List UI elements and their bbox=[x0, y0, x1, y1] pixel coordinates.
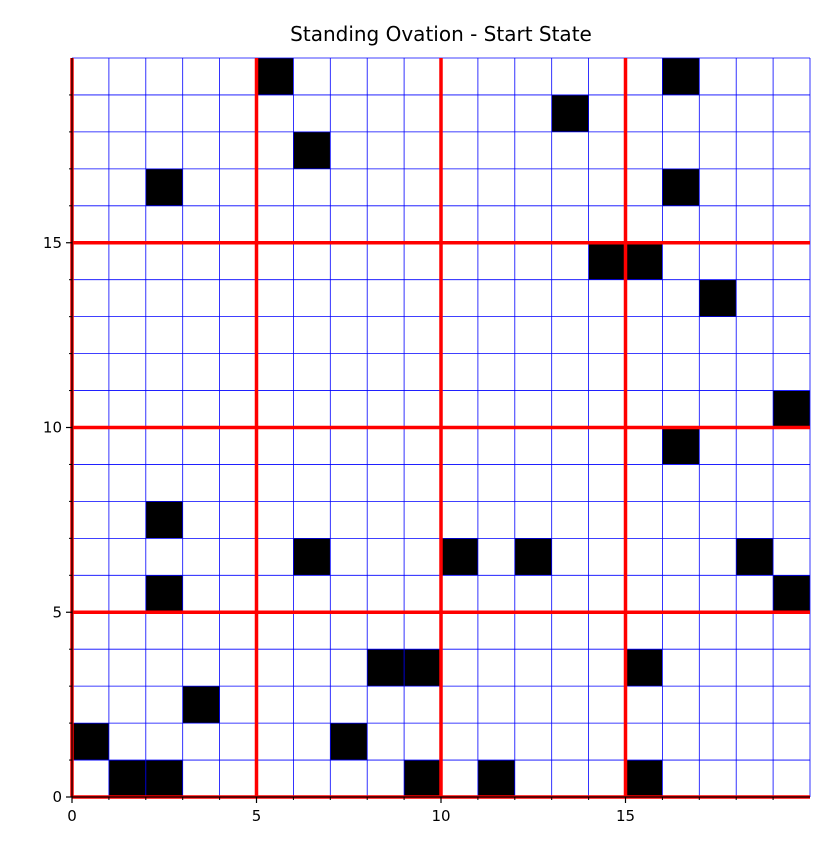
standing-cell-19-10 bbox=[773, 390, 810, 428]
x-tick-label-15: 15 bbox=[616, 807, 635, 825]
standing-cell-10-6 bbox=[441, 538, 478, 576]
standing-cell-15-3 bbox=[625, 649, 663, 687]
standing-cell-8-3 bbox=[367, 649, 405, 687]
standing-cell-2-0 bbox=[145, 760, 183, 797]
standing-cell-14-14 bbox=[588, 242, 626, 280]
standing-cell-18-6 bbox=[736, 538, 774, 576]
chart-title: Standing Ovation - Start State bbox=[290, 22, 592, 46]
y-tick-label-0: 0 bbox=[52, 788, 62, 806]
standing-cell-17-13 bbox=[699, 279, 737, 317]
standing-cell-19-5 bbox=[773, 575, 810, 613]
y-tick-label-5: 5 bbox=[52, 603, 62, 621]
standing-cell-12-6 bbox=[514, 538, 552, 576]
axes: 0 5 10 15 0 5 10 15 bbox=[43, 58, 810, 825]
standing-cell-11-0 bbox=[477, 760, 515, 797]
y-tick-label-15: 15 bbox=[43, 234, 62, 252]
standing-cell-0-1 bbox=[72, 723, 109, 761]
standing-cell-9-3 bbox=[404, 649, 441, 687]
standing-cell-16-16 bbox=[662, 168, 700, 206]
standing-cell-6-6 bbox=[293, 538, 331, 576]
standing-cell-7-1 bbox=[330, 723, 368, 761]
y-tick-label-10: 10 bbox=[43, 419, 62, 437]
standing-cell-15-14 bbox=[625, 242, 663, 280]
standing-cell-16-9 bbox=[662, 427, 700, 465]
standing-cell-9-0 bbox=[404, 760, 441, 797]
standing-cell-2-16 bbox=[145, 168, 183, 206]
standing-cell-5-19 bbox=[256, 58, 294, 95]
standing-cell-6-17 bbox=[293, 131, 331, 169]
standing-cell-2-5 bbox=[145, 575, 183, 613]
standing-cell-1-0 bbox=[108, 760, 146, 797]
standing-cell-2-7 bbox=[145, 501, 183, 539]
x-tick-label-0: 0 bbox=[67, 807, 77, 825]
standing-cell-3-2 bbox=[182, 686, 220, 724]
x-tick-label-10: 10 bbox=[431, 807, 450, 825]
standing-cell-13-18 bbox=[551, 94, 589, 132]
standing-cell-15-0 bbox=[625, 760, 663, 797]
standing-cell-16-19 bbox=[662, 58, 700, 95]
x-tick-label-5: 5 bbox=[252, 807, 262, 825]
